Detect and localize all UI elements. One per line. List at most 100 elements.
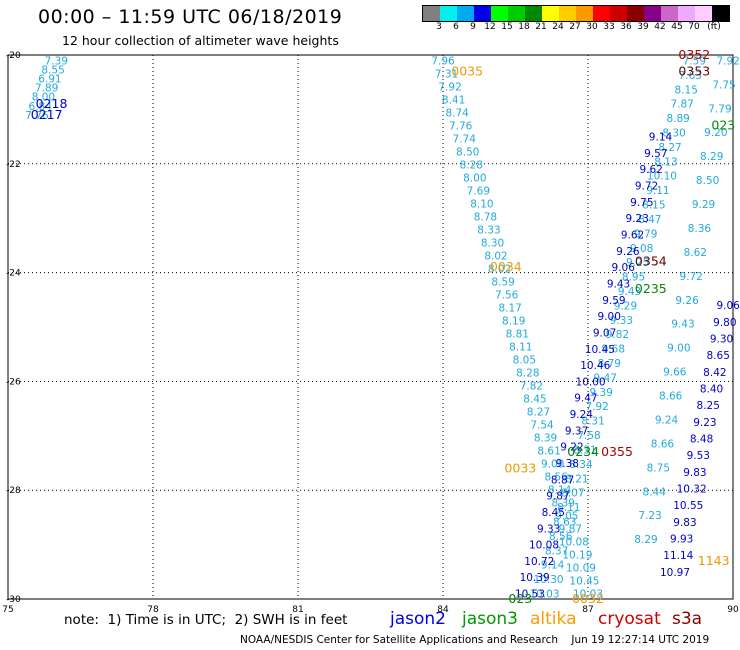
wave-height-value: 8.30 — [662, 127, 685, 139]
y-tick-label: -28 — [6, 486, 21, 496]
axis-ticks: 75 78 81 84 87 90 -20 -22 -24 -26 -28 -30 — [2, 51, 739, 615]
pass-time-label: 0032 — [572, 591, 604, 606]
wave-height-value: 8.56 — [549, 531, 573, 543]
footer-note: note: 1) Time is in UTC; 2) SWH is in fe… — [64, 612, 348, 628]
wave-height-value: 9.06 — [716, 300, 740, 312]
wave-height-value: 7.76 — [449, 120, 473, 132]
legend-swatch — [712, 6, 729, 21]
wave-height-value: 8.50 — [696, 175, 719, 187]
legend-swatch — [491, 6, 508, 21]
page-subtitle: 12 hour collection of altimeter wave hei… — [62, 33, 339, 48]
wave-height-value: 7.31 — [435, 68, 458, 80]
page-title: 00:00 – 11:59 UTC 06/18/2019 — [38, 6, 343, 28]
wave-height-value: 8.11 — [557, 502, 580, 514]
wave-height-value: 8.66 — [659, 391, 683, 403]
wave-height-value: 10.97 — [660, 567, 690, 579]
wave-height-value: 10.08 — [529, 540, 559, 552]
legend-swatch — [627, 6, 644, 21]
wave-height-value: 10.46 — [580, 360, 610, 372]
wave-height-value: 9.05 — [555, 511, 578, 523]
pass-time-label: 1143 — [698, 553, 730, 568]
legend-label: 39 — [637, 22, 649, 32]
legend-label: 36 — [620, 22, 632, 32]
wave-height-value: 10.45 — [569, 576, 599, 588]
altimeter-tracks: 7.398.556.917.898.006.847.767.967.317.92… — [25, 55, 740, 600]
wave-height-value: 9.00 — [541, 459, 564, 471]
wave-height-value: 9.14 — [649, 132, 673, 144]
wave-height-value: 8.62 — [684, 247, 707, 259]
wave-height-value: 9.08 — [630, 243, 653, 255]
satellite-name: jason2 — [390, 609, 446, 629]
wave-height-value: 8.05 — [513, 355, 536, 367]
pass-time-label: 0353 — [678, 63, 710, 78]
wave-height-value: 9.37 — [565, 425, 588, 437]
wave-height-value: 9.66 — [663, 367, 687, 379]
wave-height-value: 9.24 — [655, 414, 679, 426]
wave-height-value: 8.40 — [700, 384, 723, 396]
x-tick-label: 81 — [292, 605, 303, 615]
wave-height-value: 8.45 — [523, 394, 546, 406]
legend-swatch — [559, 6, 576, 21]
legend-label: 30 — [586, 22, 598, 32]
x-tick-label: 75 — [2, 605, 13, 615]
wave-height-value: 7.59 — [683, 55, 706, 67]
x-tick-label: 90 — [727, 605, 739, 615]
map-grid — [7, 54, 734, 600]
wave-height-value: 8.56 — [544, 472, 568, 484]
wave-height-value: 8.66 — [651, 438, 675, 450]
pass-time-label: 0217 — [31, 107, 63, 122]
wave-height-value: 9.07 — [593, 327, 616, 339]
satellite-name: altika — [530, 609, 577, 629]
wave-height-value: 7.89 — [35, 83, 58, 95]
wave-height-value: 9.87 — [559, 524, 582, 536]
wave-height-value: 9.57 — [644, 148, 667, 160]
wave-height-value: 9.68 — [602, 344, 625, 356]
wave-height-value: 8.47 — [638, 214, 661, 226]
wave-height-value: 8.63 — [553, 517, 576, 529]
wave-height-value: 9.93 — [670, 533, 693, 545]
satellite-name: jason3 — [462, 609, 518, 629]
legend-label: 45 — [671, 22, 683, 32]
wave-height-value: 8.27 — [527, 407, 550, 419]
wave-height-value: 10.19 — [562, 550, 592, 562]
wave-height-value: 10.00 — [576, 376, 606, 388]
wave-height-value: 10.72 — [524, 556, 554, 568]
wave-height-value: 8.95 — [622, 272, 645, 284]
pass-time-label: 023 — [508, 591, 532, 606]
wave-height-value: 9.29 — [614, 300, 637, 312]
wave-height-value: 8.27 — [658, 142, 681, 154]
wave-height-value: 8.31 — [573, 444, 596, 456]
satellite-name: s3a — [672, 609, 703, 629]
map-frame — [7, 54, 734, 600]
wave-height-value: 9.33 — [537, 523, 560, 535]
pass-time-label: 0352 — [678, 47, 710, 62]
wave-height-value: 9.59 — [602, 295, 625, 307]
wave-height-value: 9.62 — [621, 230, 644, 242]
wave-height-value: 7.79 — [708, 103, 731, 115]
pass-time-label: 0354 — [635, 254, 667, 269]
wave-height-value: 7.54 — [530, 420, 554, 432]
wave-height-value: 8.19 — [502, 315, 525, 327]
wave-height-value: 7.56 — [495, 289, 519, 301]
color-scale-legend — [422, 5, 730, 22]
wave-height-value: 8.48 — [690, 434, 713, 446]
legend-label: 12 — [484, 22, 496, 32]
wave-height-value: 10.03 — [573, 589, 603, 601]
wave-height-value: 9.72 — [679, 271, 702, 283]
wave-height-value: 8.13 — [654, 156, 677, 168]
wave-height-value: 8.29 — [634, 534, 657, 546]
wave-height-value: 9.87 — [546, 491, 569, 503]
wave-height-value: 8.87 — [551, 474, 574, 486]
legend-swatch — [678, 6, 695, 21]
wave-height-value: 10.39 — [520, 572, 550, 584]
wave-height-value: 8.31 — [581, 416, 604, 428]
wave-height-value: 8.17 — [498, 302, 521, 314]
legend-label: 15 — [501, 22, 513, 32]
legend-label: 24 — [552, 22, 564, 32]
wave-height-value: 7.69 — [467, 185, 490, 197]
wave-height-value: 8.33 — [477, 224, 500, 236]
legend-label: 9 — [470, 22, 476, 32]
wave-height-value: 10.03 — [529, 589, 559, 601]
legend-swatch — [576, 6, 593, 21]
